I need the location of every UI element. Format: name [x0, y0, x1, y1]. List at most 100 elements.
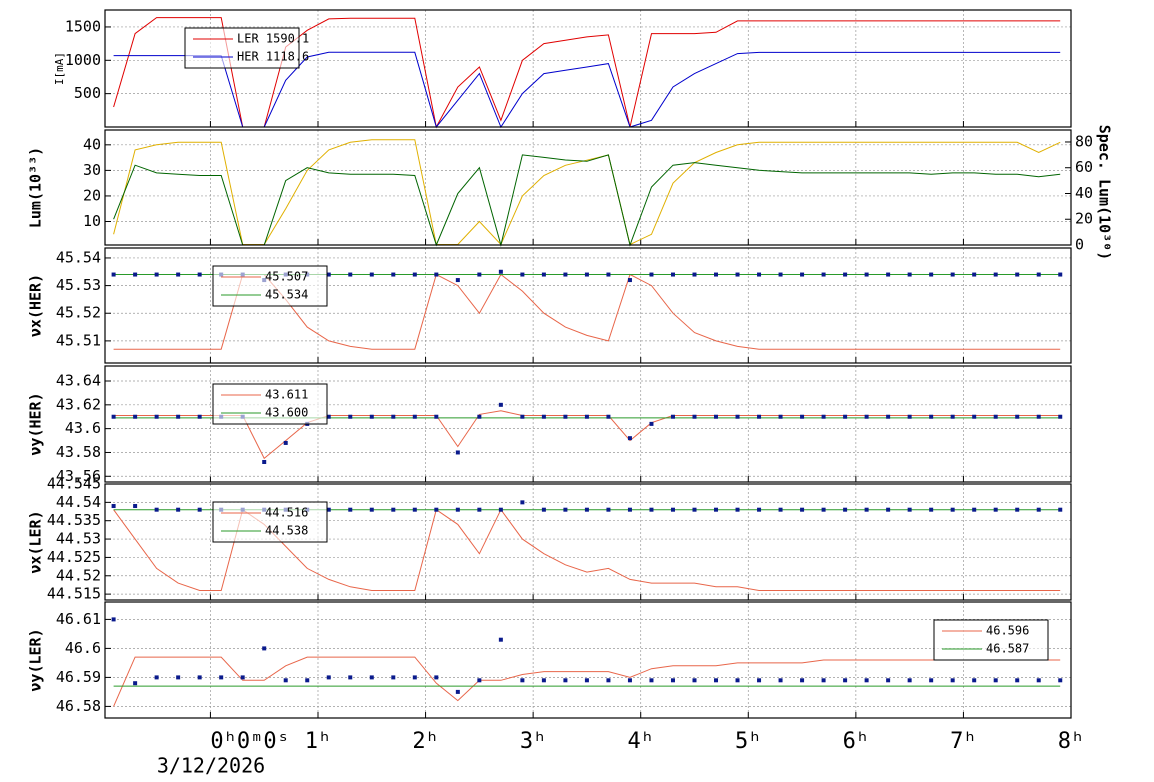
data-point [714, 507, 719, 512]
data-point [606, 414, 611, 419]
x-tick-label: 1ʰ [305, 729, 332, 754]
data-point [369, 675, 374, 680]
data-point [348, 675, 353, 680]
data-point [864, 414, 869, 419]
data-point [477, 678, 482, 683]
data-point [606, 272, 611, 277]
series-line [113, 17, 1061, 129]
y-tick-label: 46.61 [56, 610, 101, 628]
data-point [627, 507, 632, 512]
data-point [154, 272, 159, 277]
y-axis-label: Lum(10³³) [27, 147, 45, 228]
y-tick-label: 10 [83, 212, 101, 230]
y2-tick-label: 40 [1075, 184, 1093, 202]
data-point [412, 675, 417, 680]
data-point [649, 421, 654, 426]
x-tick-label: 0ʰ0ᵐ0ˢ [210, 729, 289, 754]
data-point [111, 414, 116, 419]
data-point [993, 272, 998, 277]
x-tick-label: 8ʰ [1058, 729, 1085, 754]
y-tick-label: 500 [74, 84, 101, 102]
data-point [821, 272, 826, 277]
data-point [133, 414, 138, 419]
data-point [133, 681, 138, 686]
data-point [907, 272, 912, 277]
data-point [391, 675, 396, 680]
series-line [113, 656, 1061, 707]
data-point [262, 646, 267, 651]
x-tick-label: 6ʰ [843, 729, 870, 754]
y2-tick-label: 20 [1075, 210, 1093, 228]
data-point [412, 507, 417, 512]
data-point [283, 440, 288, 445]
data-point [520, 678, 525, 683]
data-point [197, 414, 202, 419]
data-point [498, 402, 503, 407]
data-point [735, 272, 740, 277]
data-point [563, 272, 568, 277]
data-point [886, 507, 891, 512]
date-label: 3/12/2026 [157, 754, 265, 778]
data-point [670, 414, 675, 419]
y-tick-label: 45.54 [56, 248, 101, 266]
legend-box [212, 265, 328, 307]
data-point [843, 272, 848, 277]
data-point [1015, 414, 1020, 419]
data-point [714, 678, 719, 683]
data-point [735, 414, 740, 419]
data-point [778, 272, 783, 277]
data-point [434, 414, 439, 419]
x-tick-label: 5ʰ [735, 729, 762, 754]
data-point [757, 507, 762, 512]
data-point [1015, 272, 1020, 277]
data-point [326, 414, 331, 419]
data-point [950, 414, 955, 419]
legend-label: 46.587 [986, 642, 1029, 656]
legend-label: 45.507 [265, 270, 308, 284]
y-axis-label: νx(LER) [27, 510, 45, 573]
data-point [864, 678, 869, 683]
x-tick-label: 7ʰ [950, 729, 977, 754]
y-tick-label: 45.51 [56, 331, 101, 349]
y-tick-label: 44.515 [47, 585, 101, 603]
data-point [1058, 272, 1063, 277]
legend-label: HER 1118.6 [237, 50, 309, 64]
y-tick-label: 44.535 [47, 511, 101, 529]
plot-frame [104, 483, 1072, 601]
data-point [369, 414, 374, 419]
data-point [326, 675, 331, 680]
data-point [455, 689, 460, 694]
data-point [348, 414, 353, 419]
data-point [627, 436, 632, 441]
data-point [821, 678, 826, 683]
data-point [886, 414, 891, 419]
data-point [1015, 678, 1020, 683]
data-point [993, 678, 998, 683]
data-point [649, 272, 654, 277]
data-point [455, 278, 460, 283]
data-point [477, 507, 482, 512]
y-tick-label: 1000 [65, 51, 101, 69]
data-point [993, 414, 998, 419]
data-point [541, 414, 546, 419]
data-point [111, 504, 116, 509]
y-tick-label: 44.545 [47, 475, 101, 493]
data-point [757, 272, 762, 277]
data-point [649, 507, 654, 512]
data-point [1058, 678, 1063, 683]
data-point [692, 678, 697, 683]
data-point [972, 507, 977, 512]
y-axis-label: νy(HER) [27, 392, 45, 455]
data-point [714, 272, 719, 277]
data-point [1015, 507, 1020, 512]
data-point [154, 414, 159, 419]
y-tick-label: 1500 [65, 17, 101, 35]
data-point [219, 675, 224, 680]
series-line [113, 154, 1061, 247]
y-tick-label: 44.54 [56, 493, 101, 511]
x-tick-label: 4ʰ [627, 729, 654, 754]
data-point [843, 678, 848, 683]
data-point [498, 269, 503, 274]
data-point [154, 675, 159, 680]
